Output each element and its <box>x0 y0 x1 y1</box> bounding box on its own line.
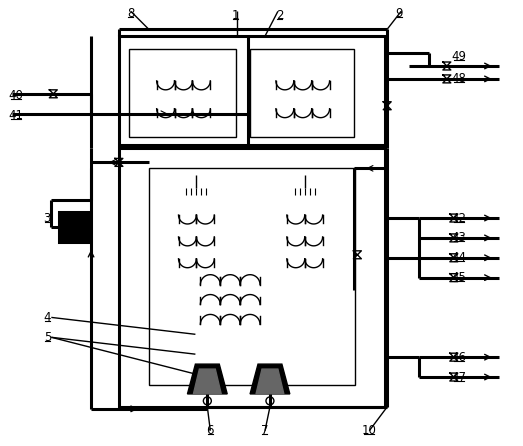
Text: 7: 7 <box>261 424 269 437</box>
Polygon shape <box>194 369 221 394</box>
Text: 41: 41 <box>8 109 23 122</box>
Text: 8: 8 <box>127 7 134 20</box>
Bar <box>59 212 89 242</box>
Text: 44: 44 <box>451 251 467 264</box>
Bar <box>119 149 385 407</box>
Polygon shape <box>256 369 284 394</box>
Text: 45: 45 <box>451 271 466 284</box>
Text: 43: 43 <box>451 231 466 244</box>
Text: 48: 48 <box>451 72 466 85</box>
Text: 47: 47 <box>451 371 467 384</box>
Text: 2: 2 <box>276 9 283 22</box>
Bar <box>129 49 236 136</box>
Text: 3: 3 <box>43 211 51 224</box>
Text: 40: 40 <box>8 89 23 102</box>
Text: 1: 1 <box>231 9 239 22</box>
Text: 6: 6 <box>207 424 214 437</box>
Text: 46: 46 <box>451 351 467 363</box>
Bar <box>149 168 356 385</box>
Bar <box>119 36 385 145</box>
Text: 4: 4 <box>43 311 51 324</box>
Polygon shape <box>187 364 227 394</box>
Text: 49: 49 <box>451 50 467 62</box>
Polygon shape <box>250 364 290 394</box>
Text: 10: 10 <box>362 424 377 437</box>
Text: 9: 9 <box>395 7 403 20</box>
Bar <box>250 49 355 136</box>
Text: 5: 5 <box>43 331 51 344</box>
Text: 42: 42 <box>451 211 467 224</box>
